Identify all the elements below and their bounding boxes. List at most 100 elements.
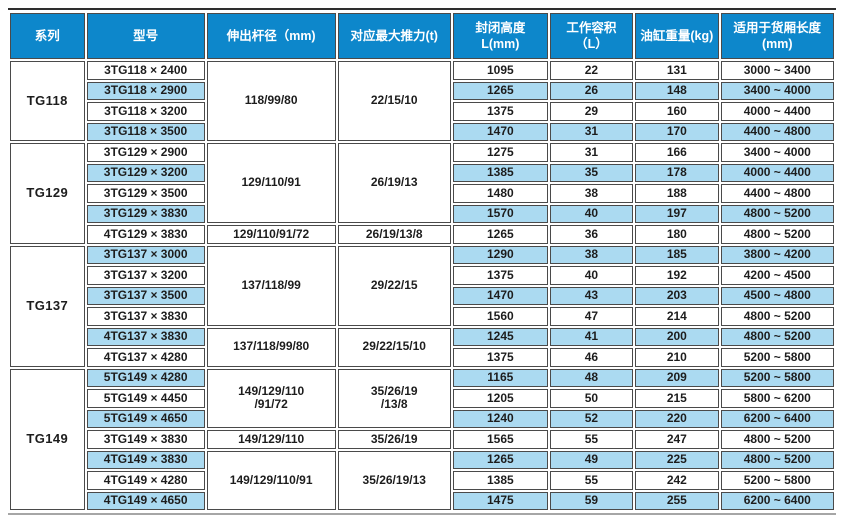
closed-height-cell: 1265 (452, 450, 548, 469)
table-row: TG137 3TG137 × 3000 137/118/99 29/22/15 1290… (10, 245, 834, 367)
max-thrust-cell: 29/22/15/10 (337, 327, 451, 367)
col-header-model: 型号 (86, 13, 205, 59)
table-row: 3TG137 × 3200 1375 40 192 4200 ~ 4500 (10, 266, 834, 285)
table-row: 4TG149 × 4650 1475 59 255 6200 ~ 6400 (10, 491, 834, 510)
box-length-cell: 3400 ~ 4000 (720, 143, 834, 162)
model-cell: 5TG149 × 4280 (86, 368, 205, 387)
model-cell: 4TG149 × 3830 (86, 450, 205, 469)
cylinder-weight-cell: 170 (635, 122, 719, 141)
table-row: 3TG137 × 3500 1470 43 203 4500 ~ 4800 (10, 286, 834, 305)
closed-height-cell: 1375 (452, 266, 548, 285)
working-volume-cell: 40 (549, 204, 634, 223)
working-volume-cell: 35 (549, 163, 634, 182)
col-header-closed-height: 封闭高度L(mm) (452, 13, 548, 59)
table-row: 4TG149 × 3830 149/129/110/91 35/26/19/13 12… (10, 450, 834, 510)
box-length-cell: 5200 ~ 5800 (720, 368, 834, 387)
cylinder-weight-cell: 215 (635, 389, 719, 408)
working-volume-cell: 38 (549, 184, 634, 203)
working-volume-cell: 43 (549, 286, 634, 305)
table-row: 4TG129 × 3830 129/110/91/72 26/19/13/8 1265… (10, 225, 834, 244)
model-cell: 4TG137 × 3830 (86, 327, 205, 346)
col-header-series: 系列 (10, 13, 85, 59)
closed-height-cell: 1245 (452, 327, 548, 346)
working-volume-cell: 36 (549, 225, 634, 244)
closed-height-cell: 1290 (452, 245, 548, 264)
working-volume-cell: 55 (549, 471, 634, 490)
cylinder-weight-cell: 242 (635, 471, 719, 490)
table-row: 3TG149 × 3830 149/129/110 35/26/19 1565 55 24… (10, 430, 834, 449)
col-header-cylinder-weight: 油缸重量(kg) (635, 13, 719, 59)
model-cell: 3TG118 × 2400 (86, 61, 205, 80)
working-volume-cell: 29 (549, 102, 634, 121)
rod-diameter-cell: 149/129/110 /91/72 (206, 368, 336, 428)
rod-diameter-cell: 129/110/91/72 (206, 225, 336, 244)
box-length-cell: 4800 ~ 5200 (720, 430, 834, 449)
cylinder-weight-cell: 203 (635, 286, 719, 305)
box-length-cell: 4800 ~ 5200 (720, 204, 834, 223)
closed-height-cell: 1570 (452, 204, 548, 223)
table-row: 4TG149 × 4280 1385 55 242 5200 ~ 5800 (10, 471, 834, 490)
table-row: 3TG129 × 3200 1385 35 178 4000 ~ 4400 (10, 163, 834, 182)
cylinder-weight-cell: 225 (635, 450, 719, 469)
box-length-cell: 4500 ~ 4800 (720, 286, 834, 305)
table-row: 3TG118 × 3200 1375 29 160 4000 ~ 4400 (10, 102, 834, 121)
table-row: 3TG137 × 3830 1560 47 214 4800 ~ 5200 (10, 307, 834, 326)
closed-height-cell: 1095 (452, 61, 548, 80)
box-length-cell: 4000 ~ 4400 (720, 163, 834, 182)
closed-height-cell: 1165 (452, 368, 548, 387)
series-cell: TG137 (10, 245, 85, 367)
series-cell: TG129 (10, 143, 85, 244)
model-cell: 3TG137 × 3000 (86, 245, 205, 264)
series-cell: TG149 (10, 368, 85, 510)
col-header-working-volume: 工作容积（L） (549, 13, 634, 59)
box-length-cell: 4800 ~ 5200 (720, 327, 834, 346)
model-cell: 3TG129 × 3500 (86, 184, 205, 203)
box-length-cell: 4000 ~ 4400 (720, 102, 834, 121)
closed-height-cell: 1205 (452, 389, 548, 408)
cylinder-weight-cell: 131 (635, 61, 719, 80)
max-thrust-cell: 22/15/10 (337, 61, 451, 141)
cylinder-weight-cell: 255 (635, 491, 719, 510)
cylinder-weight-cell: 166 (635, 143, 719, 162)
cylinder-weight-cell: 185 (635, 245, 719, 264)
model-cell: 3TG149 × 3830 (86, 430, 205, 449)
table-row: TG129 3TG129 × 2900 129/110/91 26/19/13 1275… (10, 143, 834, 244)
cylinder-weight-cell: 192 (635, 266, 719, 285)
cylinder-weight-cell: 197 (635, 204, 719, 223)
model-cell: 3TG118 × 3200 (86, 102, 205, 121)
model-cell: 3TG129 × 3830 (86, 204, 205, 223)
table-row: 5TG149 × 4450 1205 50 215 5800 ~ 6200 (10, 389, 834, 408)
closed-height-cell: 1265 (452, 81, 548, 100)
box-length-cell: 3000 ~ 3400 (720, 61, 834, 80)
model-cell: 4TG149 × 4280 (86, 471, 205, 490)
rod-diameter-cell: 129/110/91 (206, 143, 336, 223)
header-row: 系列 型号 伸出杆径（mm) 对应最大推力(t) 封闭高度L(mm) 工作容积（… (10, 13, 834, 59)
model-cell: 3TG129 × 3200 (86, 163, 205, 182)
model-cell: 5TG149 × 4450 (86, 389, 205, 408)
max-thrust-cell: 26/19/13/8 (337, 225, 451, 244)
box-length-cell: 5800 ~ 6200 (720, 389, 834, 408)
closed-height-cell: 1375 (452, 102, 548, 121)
table-row: 3TG129 × 3830 1570 40 197 4800 ~ 5200 (10, 204, 834, 223)
table-body: TG118 3TG118 × 2400 118/99/80 22/15/10 1095 2… (10, 61, 834, 510)
rod-diameter-cell: 137/118/99/80 (206, 327, 336, 367)
working-volume-cell: 38 (549, 245, 634, 264)
box-length-cell: 6200 ~ 6400 (720, 491, 834, 510)
max-thrust-cell: 26/19/13 (337, 143, 451, 223)
working-volume-cell: 47 (549, 307, 634, 326)
table-row: 3TG118 × 2900 1265 26 148 3400 ~ 4000 (10, 81, 834, 100)
model-cell: 3TG137 × 3500 (86, 286, 205, 305)
closed-height-cell: 1265 (452, 225, 548, 244)
box-length-cell: 6200 ~ 6400 (720, 409, 834, 428)
closed-height-cell: 1480 (452, 184, 548, 203)
cylinder-weight-cell: 209 (635, 368, 719, 387)
box-length-cell: 4800 ~ 5200 (720, 225, 834, 244)
table-row: 4TG137 × 4280 1375 46 210 5200 ~ 5800 (10, 348, 834, 367)
table-row: 3TG129 × 3500 1480 38 188 4400 ~ 4800 (10, 184, 834, 203)
col-header-box-length: 适用于货厢长度(mm) (720, 13, 834, 59)
box-length-cell: 5200 ~ 5800 (720, 348, 834, 367)
model-cell: 3TG137 × 3200 (86, 266, 205, 285)
table-row: TG149 5TG149 × 4280 149/129/110 /91/72 35/2… (10, 368, 834, 510)
working-volume-cell: 31 (549, 143, 634, 162)
table-row: 5TG149 × 4650 1240 52 220 6200 ~ 6400 (10, 409, 834, 428)
